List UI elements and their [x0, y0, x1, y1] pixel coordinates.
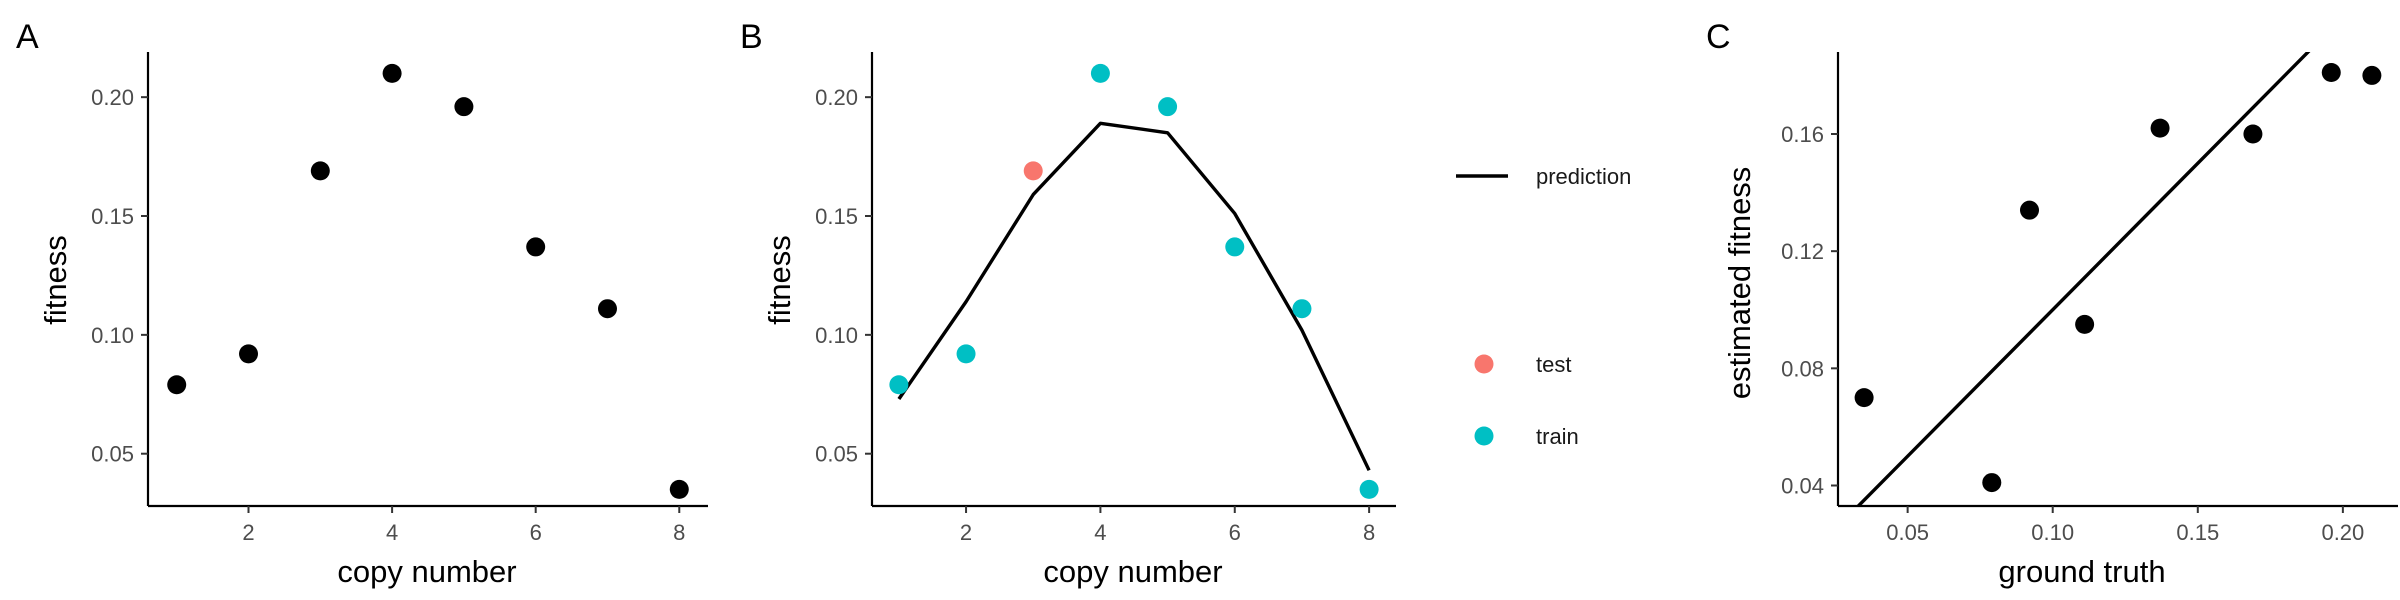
data-point [526, 237, 546, 257]
x-tick-label: 2 [960, 520, 972, 545]
y-tick-label: 0.20 [815, 85, 858, 110]
data-point [454, 97, 474, 117]
data-point [2150, 118, 2170, 138]
x-tick-label: 6 [1229, 520, 1241, 545]
x-tick-label: 4 [1094, 520, 1106, 545]
panel-a: A 2 4 6 8 0.05 0.10 0.15 0.20 copy number fitne… [16, 18, 708, 589]
panel-letter: B [740, 18, 763, 56]
train-point [1292, 299, 1312, 319]
data-point [310, 161, 330, 181]
legend-label-prediction: prediction [1536, 164, 1631, 189]
panel-letter: A [16, 18, 39, 56]
y-tick-label: 0.04 [1781, 473, 1824, 498]
data-point [1854, 388, 1874, 408]
data-point [2020, 200, 2040, 220]
legend: prediction test train [1456, 164, 1631, 449]
y-tick-label: 0.08 [1781, 356, 1824, 381]
x-axis-title: copy number [1043, 554, 1222, 589]
y-tick-label: 0.15 [815, 204, 858, 229]
legend-dot-test [1474, 354, 1494, 374]
data-point [382, 63, 402, 83]
train-point [956, 344, 976, 364]
test-point [1023, 161, 1043, 181]
x-axis-title: copy number [337, 554, 516, 589]
data-point [167, 375, 187, 395]
reference-line [1855, 52, 2311, 506]
train-point [1090, 63, 1110, 83]
x-tick-label: 2 [242, 520, 254, 545]
y-axis-title: estimated fitness [1722, 167, 1757, 400]
x-axis-title: ground truth [1998, 554, 2165, 589]
legend-label-test: test [1536, 352, 1571, 377]
train-point [1158, 97, 1178, 117]
prediction-line [897, 121, 1371, 472]
data-point [2362, 65, 2382, 85]
data-point [2075, 314, 2095, 334]
x-tick-label: 8 [1363, 520, 1375, 545]
y-tick-label: 0.10 [815, 323, 858, 348]
y-tick-label: 0.10 [91, 323, 134, 348]
legend-dot-train [1474, 426, 1494, 446]
legend-label-train: train [1536, 424, 1579, 449]
train-point [889, 375, 909, 395]
x-tick-label: 0.15 [2176, 520, 2219, 545]
x-tick-label: 8 [673, 520, 685, 545]
y-tick-label: 0.15 [91, 204, 134, 229]
x-tick-label: 6 [530, 520, 542, 545]
data-point [1982, 473, 2002, 493]
panel-c: C 0.05 0.10 0.15 0.20 0.04 0.08 0.12 0.16 groun… [1706, 18, 2398, 589]
train-point [1225, 237, 1245, 257]
y-tick-label: 0.16 [1781, 122, 1824, 147]
x-tick-label: 4 [386, 520, 398, 545]
y-axis-title: fitness [38, 235, 73, 325]
data-point [2243, 124, 2263, 144]
y-tick-label: 0.05 [91, 442, 134, 467]
y-tick-label: 0.20 [91, 85, 134, 110]
panel-letter: C [1706, 18, 1731, 56]
y-tick-label: 0.05 [815, 442, 858, 467]
y-tick-label: 0.12 [1781, 239, 1824, 264]
data-point [669, 479, 689, 499]
data-point [239, 344, 259, 364]
train-point [1359, 479, 1379, 499]
y-axis-title: fitness [762, 235, 797, 325]
x-tick-label: 0.10 [2031, 520, 2074, 545]
x-tick-label: 0.20 [2321, 520, 2364, 545]
data-point [597, 299, 617, 319]
x-tick-label: 0.05 [1886, 520, 1929, 545]
panel-b: B 2 4 6 8 0.05 0.10 0.15 0.20 copy number fitne… [740, 18, 1631, 589]
data-point [2321, 63, 2341, 83]
